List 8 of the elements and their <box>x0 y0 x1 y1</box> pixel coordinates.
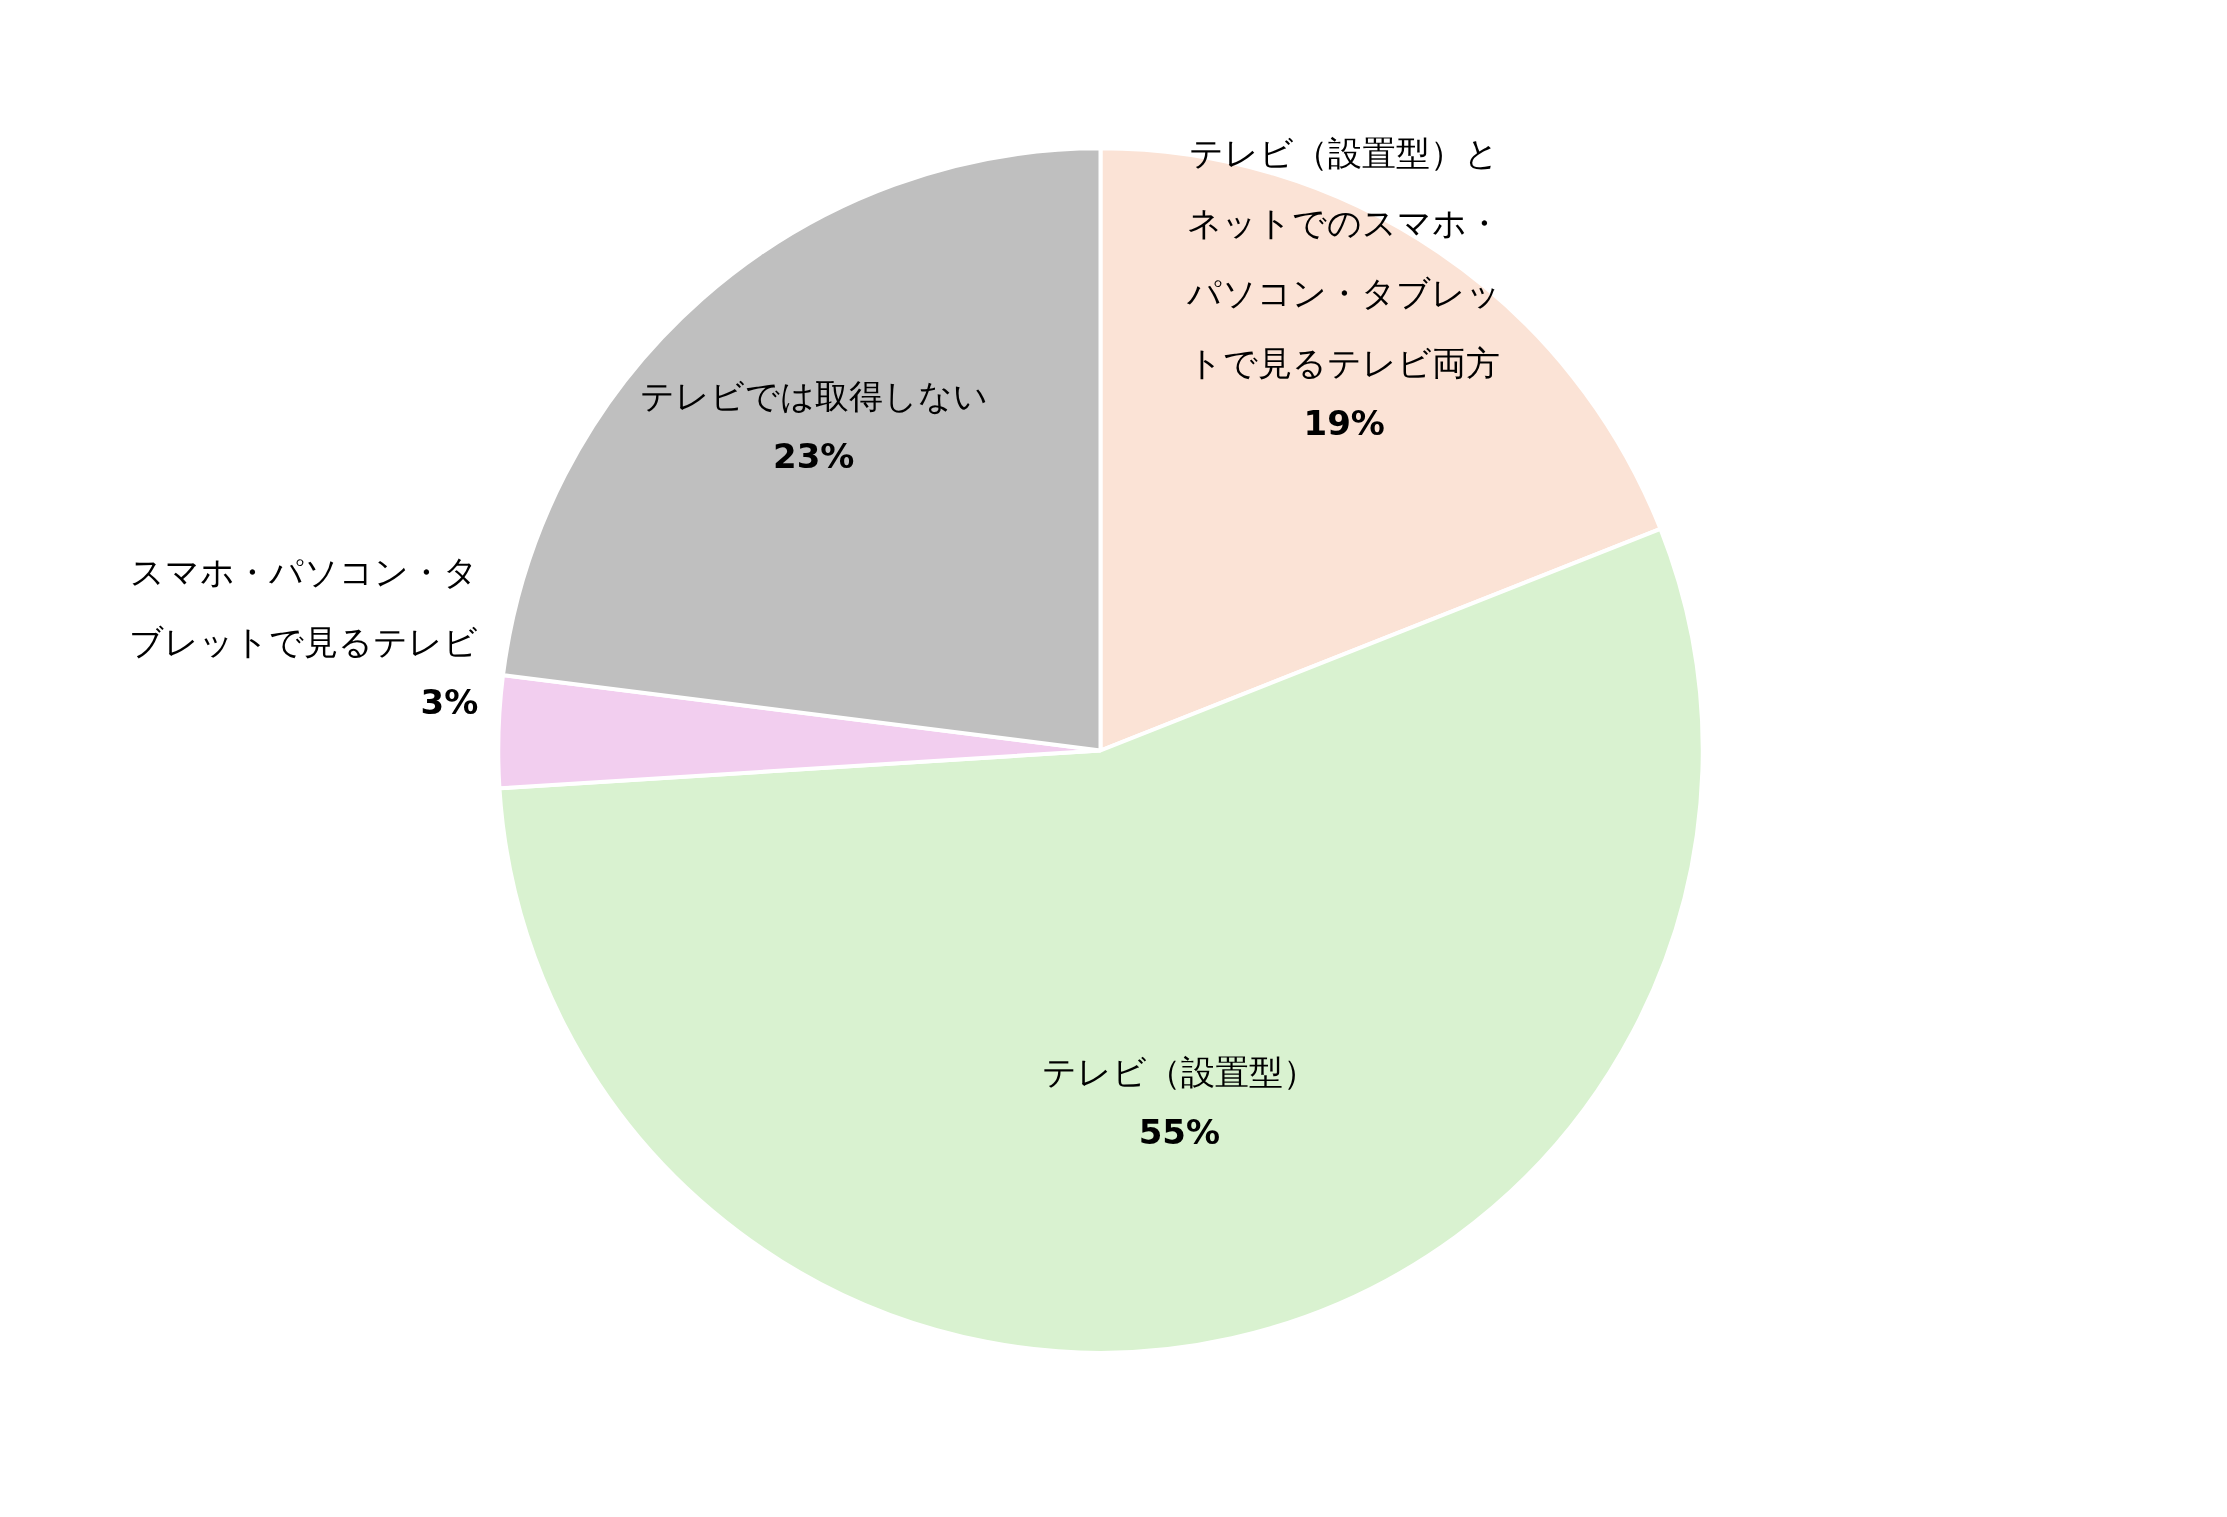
data-label: 23% <box>773 435 855 476</box>
data-label: 3% <box>420 681 479 722</box>
slice-label: テレビでは取得しない <box>639 376 988 416</box>
slice-label: スマホ・パソコン・タブレットで見るテレビ <box>129 552 479 663</box>
data-label: 19% <box>1303 402 1385 443</box>
slice-label: テレビ（設置型）とネットでのスマホ・パソコン・タブレットで見るテレビ両方 <box>1186 132 1502 383</box>
data-label: 55% <box>1138 1112 1221 1153</box>
slice-label: テレビ（設置型） <box>1041 1052 1317 1093</box>
